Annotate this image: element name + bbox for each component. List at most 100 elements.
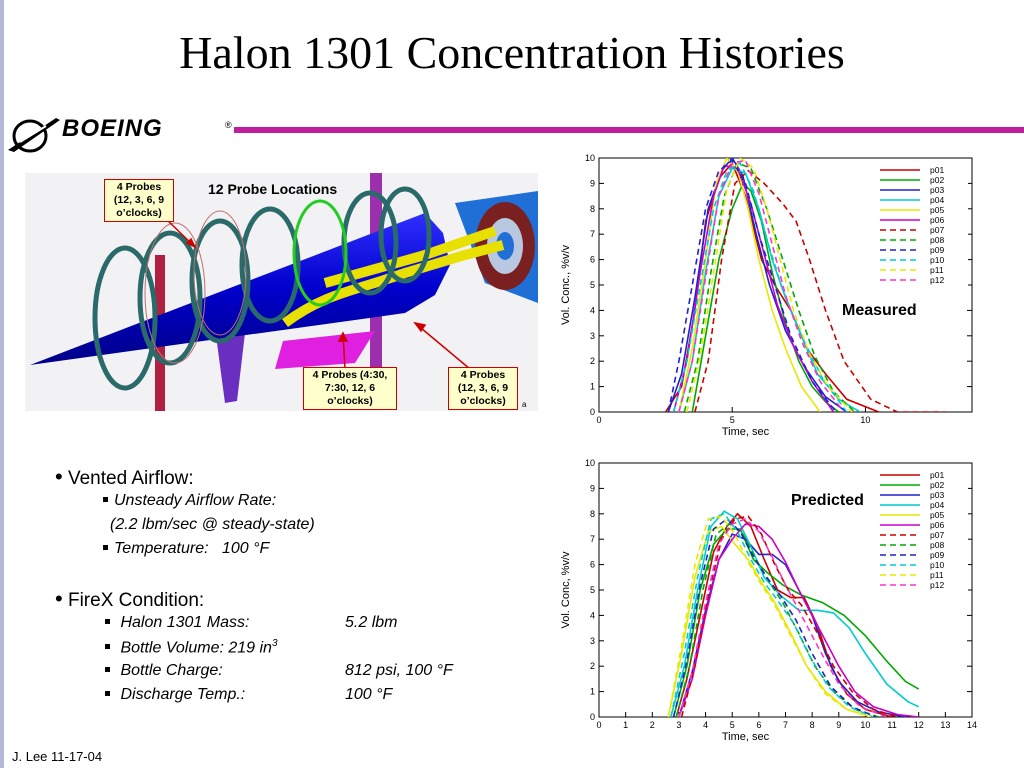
x-tick-label: 5	[730, 720, 735, 730]
legend-box	[872, 469, 968, 595]
firex-item-discharge: Discharge Temp.: 100 °F	[105, 686, 392, 704]
y-tick-label: 3	[590, 331, 595, 341]
legend-label-p09: p09	[930, 550, 944, 560]
square-bullet-icon	[103, 545, 108, 550]
series-line-p05	[667, 525, 872, 717]
slide-left-band	[0, 0, 4, 768]
x-tick-label: 0	[596, 720, 601, 730]
bullet-vented-label: Vented Airflow:	[67, 468, 194, 489]
series-line-p10	[670, 512, 874, 717]
probe-callout-3: 4 Probes (12, 3, 6, 9 o’clocks)	[448, 367, 518, 410]
callout-leaders	[164, 217, 471, 370]
series-line-p09	[672, 517, 877, 717]
legend-label-p04: p04	[930, 195, 944, 205]
measured-chart: 0 1 2 3 4 5 6 7 8 9 10 0 5 10 Time, sec Vol. Conc., %v/…	[555, 150, 980, 438]
y-tick-label: 5	[590, 280, 595, 290]
predicted-chart: 0 1 2 3 4 5 6 7 8 9 10 0 1 2 3 4 5 6 7 8 9 10 11 12 13 14 Time, se…	[555, 455, 980, 745]
boeing-logo-icon	[8, 118, 60, 153]
square-bullet-icon	[105, 619, 110, 624]
probe-locations-figure: a 12 Probe Locations 4 Probes (12, 3, 6,…	[25, 173, 538, 411]
x-tick-label: 5	[730, 415, 735, 425]
y-tick-label: 7	[590, 534, 595, 544]
x-tick-label: 2	[650, 720, 655, 730]
support-strut-shape	[217, 333, 245, 403]
bullet-firex-label: FireX Condition:	[67, 590, 205, 611]
y-tick-label: 9	[590, 178, 595, 188]
series-group	[664, 158, 946, 412]
legend-label-p08: p08	[930, 540, 944, 550]
series-line-p10	[672, 161, 848, 412]
y-tick-label: 7	[590, 229, 595, 239]
volume-label: Bottle Volume: 219 in	[120, 639, 272, 657]
bullet-temperature: Temperature: 100 °F	[103, 540, 269, 558]
legend-label-p05: p05	[930, 205, 944, 215]
y-tick-label: 2	[590, 661, 595, 671]
x-tick-label: 8	[810, 720, 815, 730]
probe-figure-heading: 12 Probe Locations	[208, 181, 338, 197]
x-tick-label: 13	[940, 720, 950, 730]
legend-label-p07: p07	[930, 530, 944, 540]
boeing-logo-text: BOEING	[62, 115, 163, 142]
discharge-value: 100 °F	[345, 686, 393, 703]
legend-label-p02: p02	[930, 175, 944, 185]
legend-label-p06: p06	[930, 215, 944, 225]
x-tick-label: 3	[676, 720, 681, 730]
legend-label-p06: p06	[930, 520, 944, 530]
y-tick-label: 10	[585, 458, 595, 468]
series-line-p08	[683, 162, 856, 412]
legend-label-p12: p12	[930, 580, 944, 590]
mass-value: 5.2 lbm	[345, 614, 398, 631]
y-tick-label: 6	[590, 560, 595, 570]
series-line-p06	[678, 523, 919, 717]
firex-item-volume: Bottle Volume: 219 in3	[105, 638, 278, 657]
footer-author-date: J. Lee 11-17-04	[12, 749, 103, 764]
legend-label-p03: p03	[930, 490, 944, 500]
y-tick-label: 0	[590, 407, 595, 417]
y-tick-label: 6	[590, 255, 595, 265]
y-axis-label: Vol. Conc, %v/v	[560, 551, 572, 629]
rate-note: (2.2 lbm/sec @ steady-state)	[110, 516, 315, 533]
square-bullet-icon	[105, 667, 110, 672]
legend-label-p11: p11	[930, 570, 944, 580]
y-tick-label: 5	[590, 585, 595, 595]
series-line-p05	[678, 158, 821, 412]
series-line-p07	[680, 515, 898, 717]
charge-label: Bottle Charge:	[120, 662, 223, 679]
y-tick-label: 4	[590, 610, 595, 620]
x-tick-label: 14	[967, 720, 977, 730]
x-tick-label: 7	[783, 720, 788, 730]
discharge-label: Discharge Temp.:	[120, 686, 246, 703]
y-tick-label: 1	[590, 382, 595, 392]
header-rule	[234, 127, 1024, 133]
series-line-p06	[672, 164, 835, 412]
legend-label-p04: p04	[930, 500, 944, 510]
x-axis-label: Time, sec	[722, 731, 770, 743]
measured-chart-svg: 0 1 2 3 4 5 6 7 8 9 10 0 5 10 Time, sec Vol. Conc., %v/…	[560, 153, 973, 438]
bullet-rate: Unsteady Airflow Rate:	[103, 492, 276, 510]
series-line-p11	[667, 515, 872, 717]
firex-item-mass: Halon 1301 Mass: 5.2 lbm	[105, 614, 397, 632]
legend-label-p01: p01	[930, 470, 944, 480]
volume-superscript: 3	[271, 638, 278, 649]
x-tick-label: 6	[756, 720, 761, 730]
legend-label-p08: p08	[930, 235, 944, 245]
y-tick-label: 0	[590, 712, 595, 722]
x-axis-label: Time, sec	[722, 426, 770, 438]
chart-annotation: Measured	[842, 302, 917, 319]
corner-mark: a	[522, 400, 527, 409]
y-tick-label: 3	[590, 636, 595, 646]
legend-label-p07: p07	[930, 225, 944, 235]
x-tick-label: 10	[860, 720, 870, 730]
x-tick-label: 4	[703, 720, 708, 730]
legend-label-p03: p03	[930, 185, 944, 195]
slide-title: Halon 1301 Concentration Histories	[179, 27, 845, 78]
legend-label-p01: p01	[930, 165, 944, 175]
mass-label: Halon 1301 Mass:	[120, 614, 250, 631]
charge-value: 812 psi, 100 °F	[345, 662, 453, 679]
magenta-plate-shape	[275, 331, 375, 369]
legend-label-p11: p11	[930, 265, 944, 275]
x-tick-label: 1	[623, 720, 628, 730]
temperature-label: Temperature:	[114, 540, 209, 557]
